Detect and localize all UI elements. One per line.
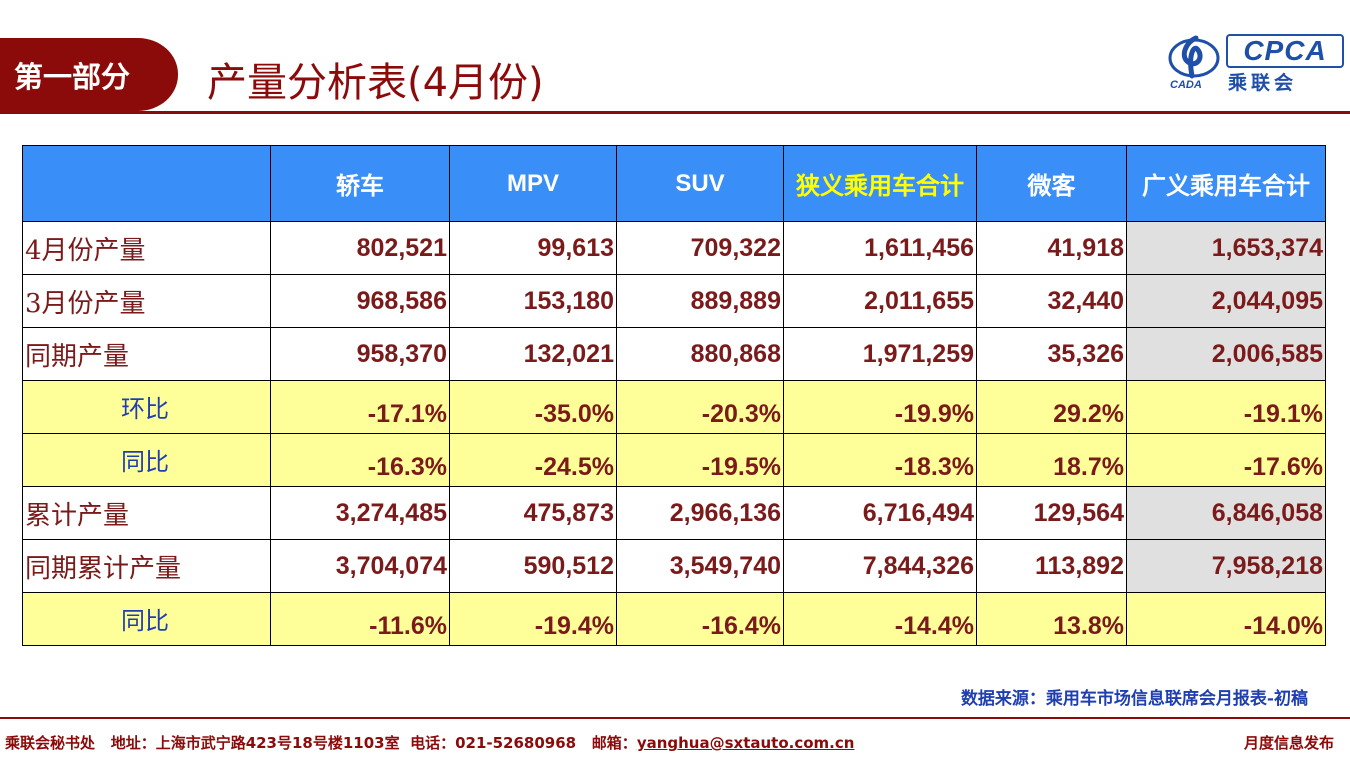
table-cell: 113,892: [976, 539, 1127, 593]
table-cell: 802,521: [270, 221, 450, 275]
table-cell: 153,180: [449, 274, 617, 328]
table-cell: -14.0%: [1126, 592, 1326, 646]
table-row: 环比 -17.1% -35.0% -20.3% -19.9% 29.2% -19…: [22, 380, 1326, 434]
logo-abbr: CPCA: [1226, 34, 1344, 68]
table-cell: -14.4%: [783, 592, 977, 646]
table-cell: 13.8%: [976, 592, 1127, 646]
footer-release-label: 月度信息发布: [1243, 734, 1334, 752]
footer-phone: 电话：021-52680968: [410, 734, 577, 752]
table-cell: -17.6%: [1126, 433, 1326, 487]
table-cell: 18.7%: [976, 433, 1127, 487]
logo-cn-name: 乘联会: [1228, 73, 1298, 94]
table-cell: -35.0%: [449, 380, 617, 434]
cada-logo-icon: CADA: [1168, 35, 1220, 90]
table-cell: 7,844,326: [783, 539, 977, 593]
section-tab: 第一部分: [0, 38, 178, 111]
table-row: 3月份产量 968,586 153,180 889,889 2,011,655 …: [22, 274, 1326, 328]
table-cell: 41,918: [976, 221, 1127, 275]
table-cell: 709,322: [616, 221, 784, 275]
table-cell: -24.5%: [449, 433, 617, 487]
footer-address: 地址：上海市武宁路423号18号楼1103室: [110, 734, 400, 752]
header-corner: [22, 145, 271, 222]
table-header-row: 轿车 MPV SUV 狭义乘用车合计 微客 广义乘用车合计: [22, 145, 1326, 222]
footer-email-link[interactable]: yanghua@sxtauto.com.cn: [636, 734, 855, 752]
section-label: 第一部分: [14, 61, 131, 94]
row-label: 同比: [22, 433, 271, 487]
row-label: 3月份产量: [22, 274, 271, 328]
table-cell: 132,021: [449, 327, 617, 381]
footer-org: 乘联会秘书处: [5, 734, 96, 752]
table-cell: 968,586: [270, 274, 450, 328]
row-label: 同期产量: [22, 327, 271, 381]
column-header: 轿车: [270, 145, 450, 222]
table-cell: -17.1%: [270, 380, 450, 434]
footer-contact: 乘联会秘书处 地址：上海市武宁路423号18号楼1103室 电话：021-526…: [5, 732, 854, 753]
column-header: 狭义乘用车合计: [783, 145, 977, 222]
table-cell: 99,613: [449, 221, 617, 275]
footer-email-label: 邮箱：: [591, 734, 637, 752]
column-header: SUV: [616, 145, 784, 222]
table-cell: -18.3%: [783, 433, 977, 487]
logo-mark-text: CADA: [1170, 79, 1202, 90]
table-cell: -19.9%: [783, 380, 977, 434]
table-cell: -16.4%: [616, 592, 784, 646]
table-cell: 889,889: [616, 274, 784, 328]
table-cell: 590,512: [449, 539, 617, 593]
table-cell: -16.3%: [270, 433, 450, 487]
table-cell: 2,966,136: [616, 486, 784, 540]
production-table: 轿车 MPV SUV 狭义乘用车合计 微客 广义乘用车合计 4月份产量 802,…: [22, 145, 1326, 646]
footer-divider: [0, 717, 1350, 719]
table-cell: -19.1%: [1126, 380, 1326, 434]
table-cell: 2,011,655: [783, 274, 977, 328]
table-cell: 129,564: [976, 486, 1127, 540]
table-cell: 475,873: [449, 486, 617, 540]
row-label: 环比: [22, 380, 271, 434]
row-label: 累计产量: [22, 486, 271, 540]
table-cell: 1,653,374: [1126, 221, 1326, 275]
table-row: 同比 -16.3% -24.5% -19.5% -18.3% 18.7% -17…: [22, 433, 1326, 487]
table-cell: 2,006,585: [1126, 327, 1326, 381]
source-note: 数据来源：乘用车市场信息联席会月报表-初稿: [960, 689, 1308, 709]
table-cell: -11.6%: [270, 592, 450, 646]
table-cell: 32,440: [976, 274, 1127, 328]
table-cell: 880,868: [616, 327, 784, 381]
table-cell: -19.5%: [616, 433, 784, 487]
table-cell: -19.4%: [449, 592, 617, 646]
table-cell: 1,971,259: [783, 327, 977, 381]
table-cell: 6,846,058: [1126, 486, 1326, 540]
table-cell: 3,549,740: [616, 539, 784, 593]
row-label: 同期累计产量: [22, 539, 271, 593]
column-header: 广义乘用车合计: [1126, 145, 1326, 222]
table-row: 累计产量 3,274,485 475,873 2,966,136 6,716,4…: [22, 486, 1326, 540]
table-cell: -20.3%: [616, 380, 784, 434]
column-header: 微客: [976, 145, 1127, 222]
row-label: 同比: [22, 592, 271, 646]
table-cell: 35,326: [976, 327, 1127, 381]
table-cell: 29.2%: [976, 380, 1127, 434]
table-cell: 6,716,494: [783, 486, 977, 540]
title-divider: [0, 111, 1350, 114]
column-header: MPV: [449, 145, 617, 222]
table-cell: 2,044,095: [1126, 274, 1326, 328]
table-cell: 7,958,218: [1126, 539, 1326, 593]
table-cell: 958,370: [270, 327, 450, 381]
table-cell: 3,704,074: [270, 539, 450, 593]
table-row: 4月份产量 802,521 99,613 709,322 1,611,456 4…: [22, 221, 1326, 275]
cpca-logo: CADA CPCA 乘联会: [1166, 32, 1346, 94]
table-row: 同期累计产量 3,704,074 590,512 3,549,740 7,844…: [22, 539, 1326, 593]
table-row: 同比 -11.6% -19.4% -16.4% -14.4% 13.8% -14…: [22, 592, 1326, 646]
table-cell: 3,274,485: [270, 486, 450, 540]
page-title: 产量分析表(4月份): [207, 60, 544, 106]
table-row: 同期产量 958,370 132,021 880,868 1,971,259 3…: [22, 327, 1326, 381]
table-cell: 1,611,456: [783, 221, 977, 275]
row-label: 4月份产量: [22, 221, 271, 275]
